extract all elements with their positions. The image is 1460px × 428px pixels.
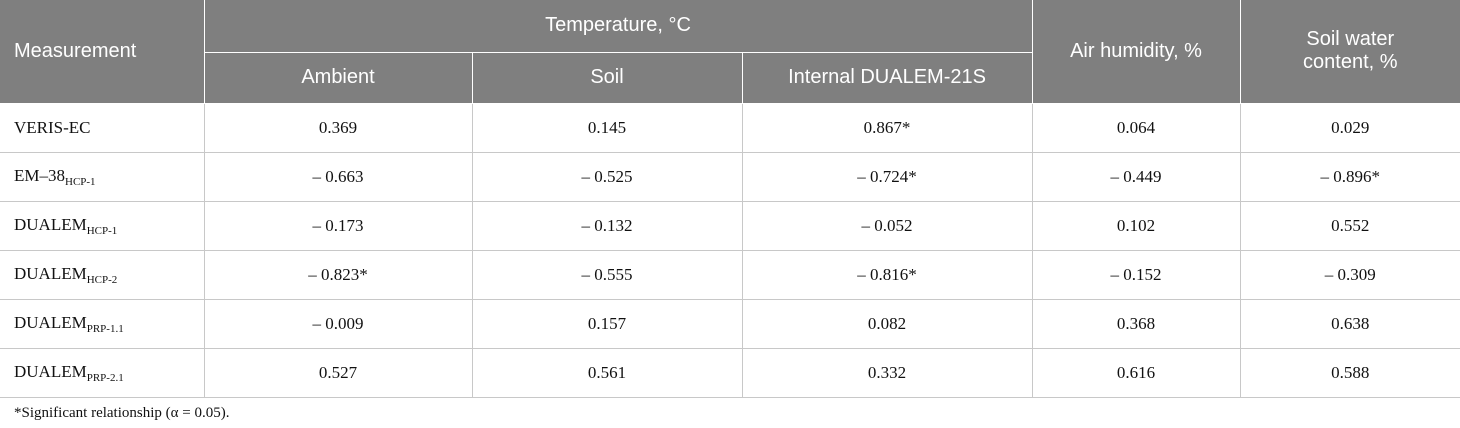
value-cell: 0.638 bbox=[1239, 298, 1460, 349]
value-cell: – 0.525 bbox=[471, 151, 743, 202]
value-cell: 0.616 bbox=[1031, 347, 1241, 398]
value-cell: – 0.449 bbox=[1031, 151, 1241, 202]
header-cell: Temperature, °C bbox=[203, 0, 1033, 53]
row-label-subscript: HCP-2 bbox=[86, 273, 118, 286]
row-label-cell: EM–38HCP-1 bbox=[0, 151, 205, 202]
row-label-cell: VERIS-EC bbox=[0, 102, 205, 153]
header-cell: Soil bbox=[471, 52, 743, 104]
row-label-cell: DUALEMPRP-1.1 bbox=[0, 298, 205, 349]
header-cell: Measurement bbox=[0, 0, 205, 104]
value-cell: 0.145 bbox=[471, 102, 743, 153]
value-cell: 0.527 bbox=[203, 347, 473, 398]
row-label: DUALEM bbox=[14, 312, 87, 332]
value-cell: – 0.823* bbox=[203, 249, 473, 300]
header-cell: Soil water content, % bbox=[1239, 0, 1460, 104]
table-row: VERIS-EC 0.369 0.145 0.867* 0.064 0.029 bbox=[0, 102, 1460, 153]
value-cell: 0.029 bbox=[1239, 102, 1460, 153]
row-label-cell: DUALEMHCP-2 bbox=[0, 249, 205, 300]
row-label: EM–38 bbox=[14, 165, 65, 185]
row-label: DUALEM bbox=[14, 214, 87, 234]
table-row: DUALEMPRP-2.1 0.527 0.561 0.332 0.616 0.588 bbox=[0, 347, 1460, 398]
value-cell: – 0.009 bbox=[203, 298, 473, 349]
value-cell: – 0.052 bbox=[741, 200, 1033, 251]
footnote: *Significant relationship (α = 0.05). bbox=[14, 405, 230, 421]
value-cell: – 0.132 bbox=[471, 200, 743, 251]
table-row: DUALEMPRP-1.1– 0.009 0.157 0.082 0.368 0.638 bbox=[0, 298, 1460, 349]
row-label-subscript: PRP-1.1 bbox=[86, 322, 124, 335]
value-cell: – 0.663 bbox=[203, 151, 473, 202]
value-cell: 0.157 bbox=[471, 298, 743, 349]
row-label-subscript: HCP-1 bbox=[86, 224, 118, 237]
row-label: VERIS-EC bbox=[14, 117, 91, 137]
value-cell: – 0.555 bbox=[471, 249, 743, 300]
value-cell: 0.332 bbox=[741, 347, 1033, 398]
value-cell: – 0.152 bbox=[1031, 249, 1241, 300]
value-cell: 0.561 bbox=[471, 347, 743, 398]
value-cell: 0.102 bbox=[1031, 200, 1241, 251]
value-cell: 0.867* bbox=[741, 102, 1033, 153]
value-cell: – 0.896* bbox=[1239, 151, 1460, 202]
header-cell: Ambient bbox=[203, 52, 473, 104]
value-cell: 0.064 bbox=[1031, 102, 1241, 153]
row-label-subscript: HCP-1 bbox=[65, 175, 96, 188]
value-cell: – 0.724* bbox=[741, 151, 1033, 202]
value-cell: 0.552 bbox=[1239, 200, 1460, 251]
value-cell: 0.368 bbox=[1031, 298, 1241, 349]
row-label: DUALEM bbox=[14, 263, 87, 283]
table-row: DUALEMHCP-2– 0.823* – 0.555– 0.816* – 0.15… bbox=[0, 249, 1460, 300]
table-row: EM–38HCP-1– 0.663– 0.525– 0.724* – 0.449–… bbox=[0, 151, 1460, 202]
header-cell: Air humidity, % bbox=[1031, 0, 1241, 104]
value-cell: – 0.816* bbox=[741, 249, 1033, 300]
value-cell: 0.082 bbox=[741, 298, 1033, 349]
row-label-cell: DUALEMHCP-1 bbox=[0, 200, 205, 251]
row-label-subscript: PRP-2.1 bbox=[86, 371, 124, 384]
value-cell: – 0.309 bbox=[1239, 249, 1460, 300]
header-cell: Internal DUALEM-21S bbox=[741, 52, 1033, 104]
table-row: DUALEMHCP-1– 0.173– 0.132– 0.052 0.102 0.5… bbox=[0, 200, 1460, 251]
row-label: DUALEM bbox=[14, 361, 87, 381]
value-cell: 0.369 bbox=[203, 102, 473, 153]
row-label-cell: DUALEMPRP-2.1 bbox=[0, 347, 205, 398]
data-table: Measurement Temperature, °C Air humidity… bbox=[0, 0, 1460, 398]
value-cell: 0.588 bbox=[1239, 347, 1460, 398]
table-body: VERIS-EC 0.369 0.145 0.867* 0.064 0.029 EM–38H… bbox=[0, 102, 1460, 398]
value-cell: – 0.173 bbox=[203, 200, 473, 251]
